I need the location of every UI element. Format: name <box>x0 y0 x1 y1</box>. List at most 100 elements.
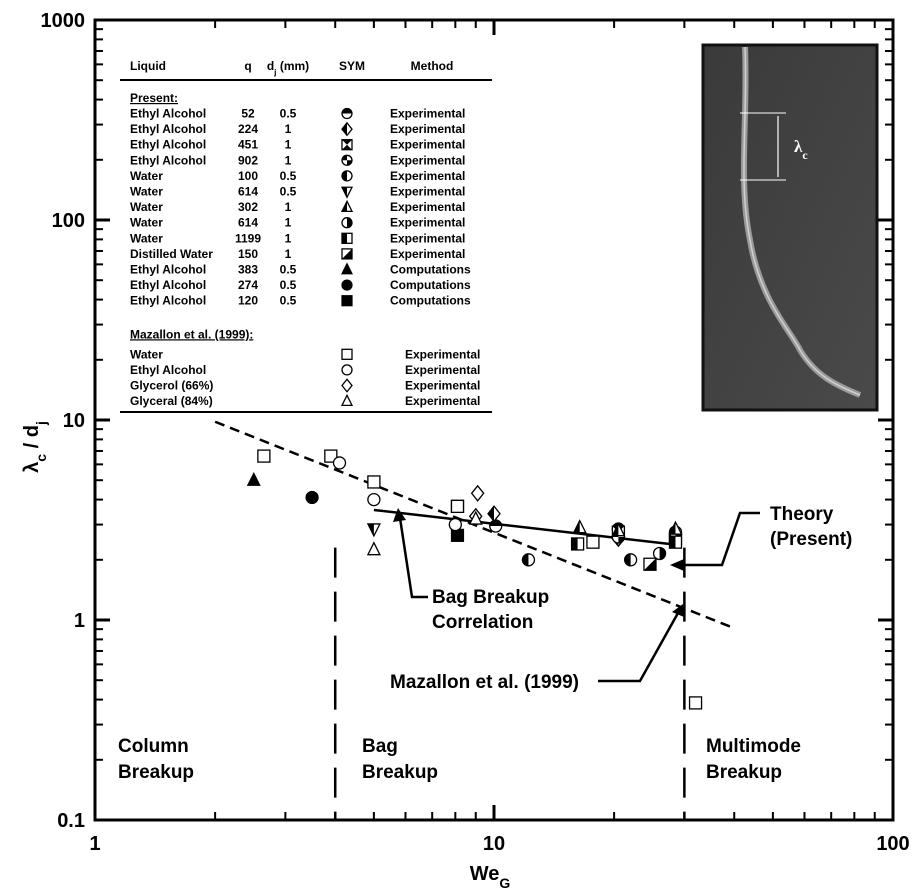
y-tick-label: 10 <box>63 410 85 432</box>
data-point <box>366 541 381 556</box>
marker-part <box>367 475 381 489</box>
table-text: 1 <box>285 200 292 214</box>
marker-part <box>340 186 354 199</box>
marker-part <box>341 348 353 360</box>
data-point <box>688 696 703 710</box>
marker-part <box>448 517 462 532</box>
text-part: / d <box>21 425 43 454</box>
marker-part <box>570 537 585 551</box>
table-text: 150 <box>238 247 258 261</box>
table-text: Experimental <box>390 107 465 121</box>
inset-label: λc <box>794 137 808 162</box>
table-text: Experimental <box>390 216 465 230</box>
table-text: Experimental <box>405 347 480 361</box>
arrow <box>680 511 760 567</box>
legend-symbol <box>341 121 353 137</box>
y-tick-label: 0.1 <box>57 810 85 832</box>
table-text: Experimental <box>405 363 480 377</box>
legend-symbol <box>340 199 354 213</box>
marker-part <box>324 449 338 463</box>
data-point <box>367 492 381 507</box>
legend-symbol <box>341 295 353 307</box>
marker-part <box>342 139 352 150</box>
text-part: λ <box>794 137 803 156</box>
data-point <box>332 456 347 470</box>
table-text: Experimental <box>390 153 465 167</box>
table-text: Ethyl Alcohol <box>130 294 206 308</box>
text-part: j <box>273 67 276 77</box>
table-text: 0.5 <box>280 185 297 199</box>
marker-part <box>367 542 380 555</box>
x-tick-label: 10 <box>483 833 505 855</box>
data-point <box>623 553 638 567</box>
data-point <box>324 449 338 463</box>
table-text: Experimental <box>390 231 465 245</box>
table-text: Water <box>130 347 163 361</box>
table-text: Experimental <box>390 200 465 214</box>
marker-part <box>246 471 261 486</box>
table-text: Mazallon et al. (1999): <box>130 327 253 341</box>
legend-symbol <box>341 107 353 120</box>
data-point <box>487 505 501 523</box>
y-axis-label: λc / dj <box>21 421 49 473</box>
text-part: j <box>33 421 49 426</box>
marker-part <box>341 248 353 260</box>
marker-part <box>342 349 352 360</box>
data-point <box>468 510 483 525</box>
marker-part <box>342 248 352 259</box>
legend-symbol <box>341 262 353 275</box>
marker-part <box>669 536 676 549</box>
table-text: Ethyl Alcohol <box>130 363 206 377</box>
legend-symbol <box>341 217 353 229</box>
inset-photo: λc <box>701 43 879 412</box>
table-text: 1 <box>285 231 292 245</box>
data-point <box>586 535 600 549</box>
table-text: 451 <box>238 138 258 152</box>
marker-part <box>305 490 319 505</box>
table-text: 383 <box>238 263 258 277</box>
table-text: q <box>244 59 251 73</box>
table-text: Glycerol (66%) <box>130 379 213 393</box>
text-part: d <box>267 59 274 73</box>
marker-part <box>341 295 353 307</box>
table-text: 224 <box>238 122 258 136</box>
table-text: Method <box>411 59 454 73</box>
table-text: Ethyl Alcohol <box>130 263 206 277</box>
table-text: Experimental <box>390 138 465 152</box>
table-text: 0.5 <box>280 169 297 183</box>
regime-label: Breakup <box>362 762 438 783</box>
text-part: c <box>802 148 807 162</box>
regime-label: Bag <box>362 736 398 757</box>
marker-part <box>341 107 353 120</box>
arrow-head <box>393 508 406 522</box>
marker-part <box>366 523 381 538</box>
marker-part <box>342 395 352 406</box>
data-point <box>257 449 271 463</box>
table-text: Ethyl Alcohol <box>130 107 206 121</box>
table-text: Water <box>130 231 163 245</box>
table-text: dj (mm) <box>267 59 309 77</box>
table-text: Experimental <box>390 185 465 199</box>
marker-part <box>341 364 353 376</box>
y-tick-label: 1000 <box>41 10 86 32</box>
marker-part <box>341 378 353 393</box>
marker-part <box>571 537 578 550</box>
table-text: Experimental <box>390 169 465 183</box>
table-text: Ethyl Alcohol <box>130 122 206 136</box>
table-text: 120 <box>238 294 258 308</box>
text-part: λ <box>21 462 43 473</box>
marker-part <box>471 485 484 501</box>
text-part: (mm) <box>277 59 310 73</box>
data-point <box>366 523 381 538</box>
table-text: Computations <box>390 263 471 277</box>
table-text: 1199 <box>235 231 261 245</box>
table-text: 614 <box>238 216 258 230</box>
arrow-head <box>670 559 684 571</box>
marker-part <box>450 528 465 542</box>
marker-part <box>668 520 683 535</box>
data-point <box>572 519 587 534</box>
table-text: Experimental <box>390 247 465 261</box>
marker-part <box>367 475 380 488</box>
marker-part <box>487 505 501 523</box>
data-point <box>668 535 683 549</box>
